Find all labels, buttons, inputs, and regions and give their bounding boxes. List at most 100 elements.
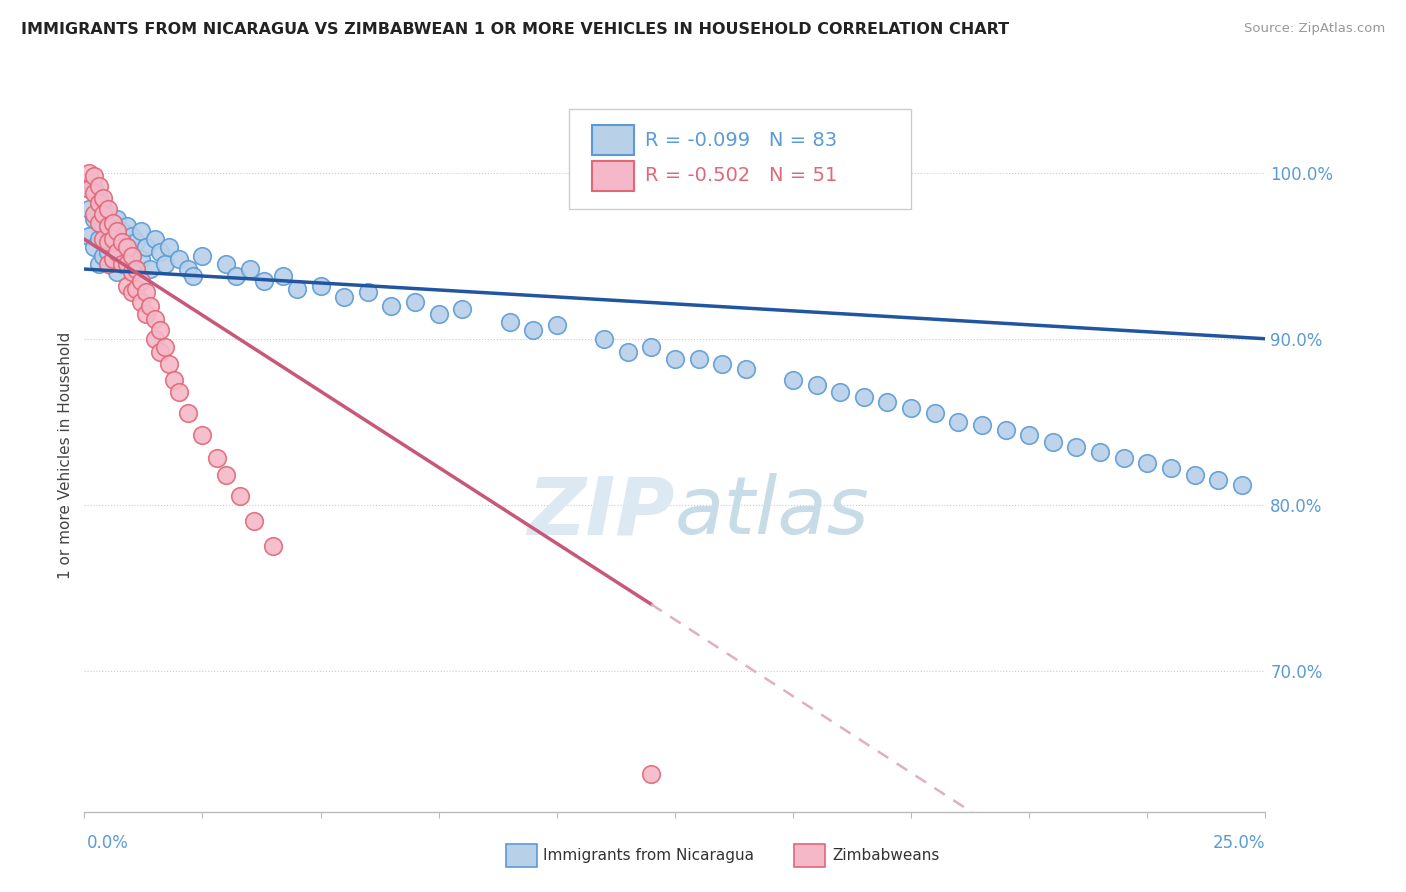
Point	[593, 332, 616, 346]
Point	[87, 257, 110, 271]
Point	[1088, 444, 1111, 458]
Point	[115, 219, 138, 233]
Point	[91, 249, 114, 263]
Point	[149, 245, 172, 260]
Point	[143, 332, 166, 346]
Point	[125, 262, 148, 277]
Point	[357, 285, 380, 300]
Point	[83, 240, 105, 254]
Text: ZIP: ZIP	[527, 473, 675, 551]
Point	[115, 252, 138, 266]
Point	[129, 252, 152, 266]
Point	[177, 262, 200, 277]
Point	[900, 401, 922, 416]
Point	[239, 262, 262, 277]
Point	[77, 202, 100, 217]
Point	[177, 406, 200, 420]
Point	[115, 257, 138, 271]
Point	[970, 418, 993, 433]
Point	[97, 207, 120, 221]
Point	[107, 212, 129, 227]
FancyBboxPatch shape	[568, 109, 911, 209]
Point	[125, 235, 148, 250]
Point	[121, 265, 143, 279]
Point	[285, 282, 308, 296]
Point	[107, 245, 129, 260]
Point	[309, 278, 332, 293]
Point	[97, 219, 120, 233]
Point	[205, 451, 228, 466]
Point	[101, 216, 124, 230]
Point	[451, 301, 474, 316]
Point	[1018, 428, 1040, 442]
Point	[427, 307, 450, 321]
Point	[83, 169, 105, 183]
Point	[1206, 473, 1229, 487]
Point	[87, 179, 110, 194]
Point	[711, 357, 734, 371]
Point	[121, 257, 143, 271]
Point	[253, 274, 276, 288]
Point	[149, 323, 172, 337]
Point	[87, 232, 110, 246]
Text: R = -0.502   N = 51: R = -0.502 N = 51	[645, 167, 838, 186]
Point	[215, 257, 238, 271]
FancyBboxPatch shape	[592, 161, 634, 191]
Point	[91, 191, 114, 205]
Point	[167, 384, 190, 399]
Point	[111, 240, 134, 254]
Point	[91, 219, 114, 233]
Point	[101, 252, 124, 266]
Point	[97, 257, 120, 271]
Point	[107, 232, 129, 246]
Point	[91, 232, 114, 246]
Point	[1160, 461, 1182, 475]
Point	[129, 274, 152, 288]
Point	[153, 257, 176, 271]
Point	[111, 257, 134, 271]
Point	[101, 232, 124, 246]
Point	[87, 216, 110, 230]
Point	[806, 378, 828, 392]
Text: Source: ZipAtlas.com: Source: ZipAtlas.com	[1244, 22, 1385, 36]
Point	[616, 345, 638, 359]
Point	[129, 295, 152, 310]
Point	[1136, 456, 1159, 470]
Point	[77, 174, 100, 188]
Point	[229, 490, 252, 504]
Point	[163, 373, 186, 387]
Text: 0.0%: 0.0%	[87, 834, 129, 852]
Point	[77, 166, 100, 180]
Point	[143, 311, 166, 326]
Point	[153, 340, 176, 354]
Point	[157, 357, 180, 371]
Point	[115, 240, 138, 254]
Point	[121, 285, 143, 300]
Point	[640, 766, 662, 780]
Point	[121, 249, 143, 263]
Point	[271, 268, 294, 283]
Point	[125, 282, 148, 296]
Point	[77, 182, 100, 196]
Point	[522, 323, 544, 337]
Point	[101, 235, 124, 250]
Point	[135, 285, 157, 300]
Point	[181, 268, 204, 283]
Point	[91, 207, 114, 221]
Point	[994, 423, 1017, 437]
Point	[135, 307, 157, 321]
Point	[115, 278, 138, 293]
Text: IMMIGRANTS FROM NICARAGUA VS ZIMBABWEAN 1 OR MORE VEHICLES IN HOUSEHOLD CORRELAT: IMMIGRANTS FROM NICARAGUA VS ZIMBABWEAN …	[21, 22, 1010, 37]
Text: 25.0%: 25.0%	[1213, 834, 1265, 852]
Point	[97, 202, 120, 217]
Point	[149, 345, 172, 359]
Point	[135, 240, 157, 254]
Point	[107, 224, 129, 238]
Point	[546, 318, 568, 333]
Point	[97, 235, 120, 250]
Point	[83, 207, 105, 221]
Point	[121, 228, 143, 243]
Point	[734, 361, 756, 376]
Point	[101, 216, 124, 230]
Point	[404, 295, 426, 310]
